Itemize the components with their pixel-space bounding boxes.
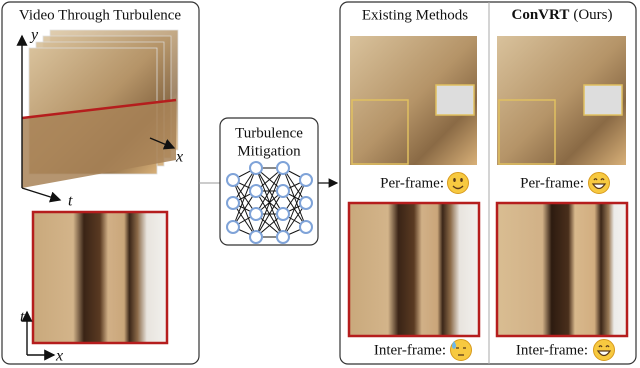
network-node (226, 173, 240, 187)
network-node (299, 220, 313, 234)
inter-frame-label: Inter-frame: (516, 342, 588, 358)
network-node (226, 196, 240, 210)
network-edge (255, 167, 284, 215)
emoji-sweat (450, 339, 472, 361)
axis-label: y (29, 27, 39, 44)
column-title: ConVRT (Ours) (512, 7, 613, 23)
network-node (276, 161, 290, 175)
zoom-box (351, 99, 409, 165)
network-node (249, 207, 263, 221)
network-node (276, 207, 290, 221)
emoji-grin (588, 172, 610, 194)
network-node (299, 173, 313, 187)
axis-label: t (20, 309, 25, 326)
zoom-box (435, 84, 475, 116)
network-edge (282, 179, 307, 238)
method-note: (Ours) (573, 7, 612, 23)
emoji-smile (447, 172, 469, 194)
network-label: Mitigation (237, 143, 301, 159)
panel-title: Video Through Turbulence (19, 7, 181, 23)
inter-frame-slice (495, 201, 629, 338)
axis-label: t (68, 193, 73, 210)
network-node (299, 196, 313, 210)
column-title: Existing Methods (362, 7, 468, 23)
method-name: ConVRT (512, 7, 570, 23)
network-node (226, 220, 240, 234)
inter-frame-slice (347, 201, 481, 338)
slice-line (21, 98, 177, 120)
network-edge (255, 167, 284, 238)
network-edge (232, 167, 257, 228)
network-box (219, 117, 319, 246)
network-node (249, 161, 263, 175)
per-frame-label: Per-frame: (380, 175, 444, 191)
network-node (276, 230, 290, 244)
network-diagram (226, 161, 313, 244)
inter-frame-label: Inter-frame: (374, 342, 446, 358)
slice-plane (22, 100, 176, 188)
slice-image (31, 210, 169, 345)
network-label: Turbulence (235, 125, 303, 141)
network-edge (232, 190, 257, 228)
axis-label: x (55, 348, 63, 365)
zoom-box (583, 84, 623, 116)
network-edge (255, 190, 284, 238)
axis-label: x (175, 149, 183, 166)
t-axis (21, 187, 62, 203)
network-node (249, 184, 263, 198)
emoji-grin (593, 339, 615, 361)
zoom-box (498, 99, 556, 165)
network-node (249, 230, 263, 244)
network-node (276, 184, 290, 198)
per-frame-label: Per-frame: (520, 175, 584, 191)
video-stack (21, 29, 179, 188)
x-axis (149, 137, 176, 150)
